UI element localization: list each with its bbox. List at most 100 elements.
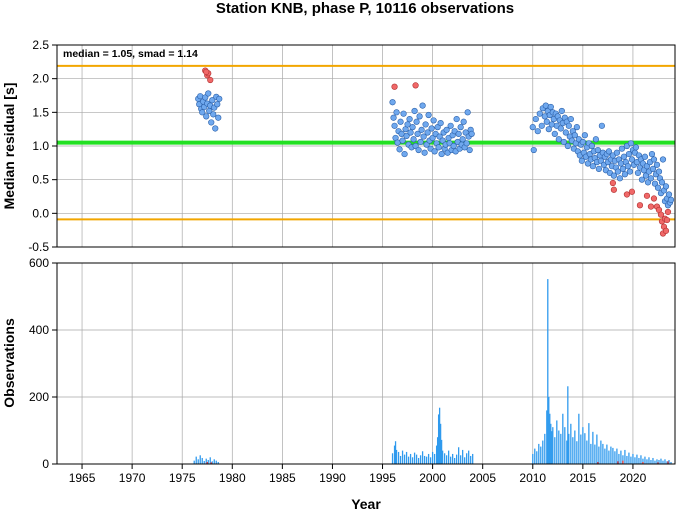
observations-bar [654,460,656,464]
residual-point [571,132,578,139]
residual-point [212,125,219,132]
residual-point [421,149,428,156]
observations-bar [650,459,652,464]
observations-bar [421,451,424,464]
observations-bar [468,450,470,464]
residual-point [203,113,210,120]
observations-bar [592,431,594,464]
residual-point [627,140,635,147]
residual-point [414,130,421,137]
observations-bar [193,460,195,464]
residual-point [400,110,407,117]
observations-bar [460,455,462,464]
x-tick-label: 1970 [119,471,146,485]
y-tick-label: -0.5 [28,240,49,254]
residual-point [614,168,622,175]
observations-bar [540,446,542,464]
residual-point [547,103,554,111]
x-tick-label: 2015 [569,471,596,485]
observations-bar [201,457,203,464]
residual-point [626,168,634,175]
observations-bar [203,460,205,464]
residual-point [617,160,625,167]
residual-outlier-point [610,186,618,193]
residual-point [389,99,396,106]
residual-point [653,161,661,168]
observations-bar [590,443,592,464]
residual-point [390,114,397,121]
residual-point [396,146,403,153]
residual-point [447,122,454,129]
residual-point [401,150,408,158]
residual-point [588,142,595,150]
residual-point [610,172,618,179]
y-tick-label: 0 [42,457,49,471]
observations-bar [456,454,458,464]
residual-point [409,124,416,131]
residual-point [618,145,626,152]
residual-point [397,118,404,125]
residual-point [598,122,605,129]
observations-bar [588,423,590,464]
observations-bar [640,455,642,464]
x-tick-label: 2010 [519,471,546,485]
observations-bar [439,423,442,464]
residual-outlier-point [391,83,398,90]
observations-bar [664,459,666,464]
observations-bar [644,456,646,464]
residual-point [466,146,473,154]
observations-outlier-bar [622,460,624,464]
observations-bar [646,459,648,464]
residual-point [558,107,565,115]
residual-point [463,140,470,147]
residual-point [403,132,410,139]
residual-point [413,118,420,125]
observations-panel-frame [56,262,676,465]
residual-point [562,129,569,136]
residual-point [214,101,221,108]
observations-outlier-bar [617,461,619,464]
observations-bar [584,433,586,464]
residual-outlier-point [647,203,655,210]
observations-bar [598,446,600,464]
observations-bar [666,461,668,464]
observations-bar [438,407,441,464]
observations-bar [614,451,616,464]
residual-point [415,146,422,154]
residual-point [431,148,438,155]
residual-point [468,130,475,137]
observations-bar [566,440,568,464]
observations-bar [610,446,612,464]
observations-bar [652,457,654,464]
observations-bar [451,453,454,464]
residual-point [658,179,666,186]
observations-bar [660,458,662,464]
observations-bar [636,454,638,464]
residual-point [624,163,632,170]
residual-point [560,138,567,146]
residual-point [578,157,585,164]
observations-bar [634,457,636,464]
y-tick-label: 400 [29,323,49,337]
observations-bar [596,434,598,464]
observations-bar [616,448,618,464]
residual-point [649,165,657,172]
residual-point [430,117,437,124]
residual-point [551,130,558,137]
observations-bar [648,457,650,464]
observations-bar [199,455,201,464]
observations-bar [538,443,540,464]
residual-point [555,136,562,143]
observations-bar [606,444,608,464]
y-tick-label: 0.0 [32,206,49,220]
observations-bar [552,427,554,464]
observations-bar [582,427,584,464]
residual-points [195,67,675,237]
observations-bar [415,454,418,464]
residual-outlier-point [663,216,671,224]
residual-point [419,102,426,109]
observations-bar [454,457,456,464]
observations-bar [550,423,552,464]
observations-bar [417,457,420,464]
